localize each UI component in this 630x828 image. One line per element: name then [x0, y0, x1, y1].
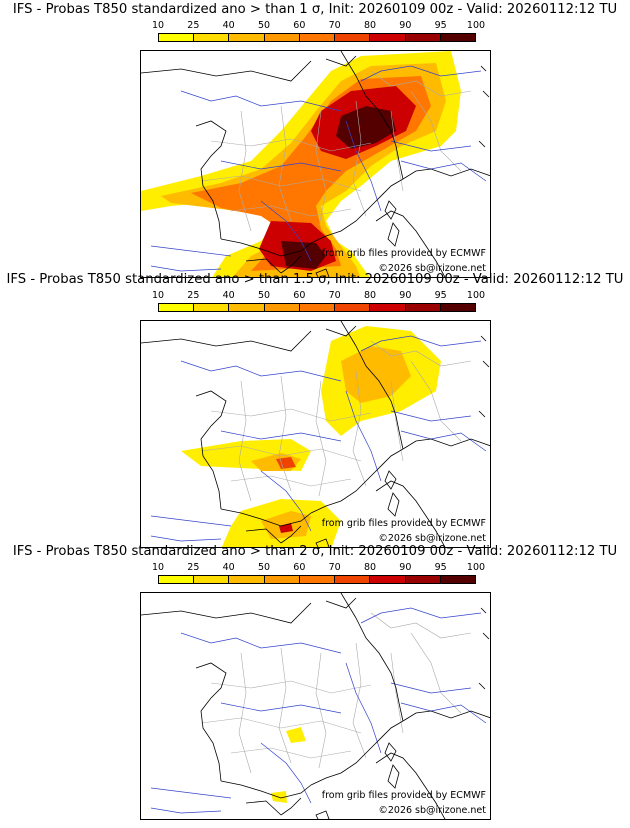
- probability-map: from grib files provided by ECMWF ©2026 …: [140, 592, 491, 820]
- colorbar-tick-label: 10: [151, 562, 165, 573]
- panel-title: IFS - Probas T850 standardized ano > tha…: [12, 544, 618, 559]
- colorbar-tick-label: 60: [293, 290, 306, 301]
- colorbar-tick-label: 25: [187, 20, 200, 31]
- colorbar-tick-label: 60: [293, 20, 306, 31]
- colorbar-segment: [264, 34, 300, 41]
- colorbar-segment: [194, 576, 230, 583]
- probability-map: from grib files provided by ECMWF ©2026 …: [140, 320, 491, 548]
- colorbar-tick-label: 100: [466, 20, 486, 31]
- colorbar-segment: [264, 304, 300, 311]
- colorbar-segment: [370, 304, 406, 311]
- colorbar-segment: [194, 34, 230, 41]
- colorbar-tick-label: 100: [466, 562, 486, 573]
- colorbar-tick-label: 60: [293, 562, 306, 573]
- colorbar-segment: [159, 34, 195, 41]
- colorbar-tick-label: 10: [151, 290, 165, 301]
- colorbar-segment: [440, 304, 475, 311]
- colorbar-segment: [229, 304, 265, 311]
- colorbar-tick-label: 80: [363, 20, 377, 31]
- colorbar-tick-label: 25: [187, 290, 200, 301]
- colorbar-segment: [440, 34, 475, 41]
- colorbar-segment: [370, 576, 406, 583]
- probability-fill: [181, 326, 441, 547]
- colorbar-tick-label: 70: [328, 290, 341, 301]
- panel-1: IFS - Probas T850 standardized ano > tha…: [0, 2, 630, 278]
- colorbar-tick-label: 80: [363, 562, 377, 573]
- colorbar-segment: [229, 576, 265, 583]
- colorbar-segment: [405, 304, 441, 311]
- colorbar-labels: 10 25 40 50 60 70 80 90 95 100: [152, 562, 485, 573]
- colorbar-segment: [299, 576, 336, 583]
- credit-source: from grib files provided by ECMWF: [321, 518, 486, 529]
- panel-3: IFS - Probas T850 standardized ano > tha…: [0, 544, 630, 820]
- probability-fill: [141, 51, 461, 277]
- colorbar-tick-label: 95: [434, 20, 447, 31]
- panel-title: IFS - Probas T850 standardized ano > tha…: [12, 2, 618, 17]
- colorbar-segment: [194, 304, 230, 311]
- colorbar-segment: [440, 576, 475, 583]
- colorbar-tick-label: 40: [222, 562, 235, 573]
- colorbar-tick-label: 25: [187, 562, 200, 573]
- colorbar-tick-label: 90: [399, 562, 412, 573]
- colorbar-segment: [299, 304, 336, 311]
- panel-2: IFS - Probas T850 standardized ano > tha…: [0, 272, 630, 548]
- colorbar-tick-label: 95: [434, 290, 447, 301]
- colorbar-segment: [335, 34, 371, 41]
- colorbar-tick-label: 95: [434, 562, 447, 573]
- probability-map: from grib files provided by ECMWF ©2026 …: [140, 50, 491, 278]
- colorbar-tick-label: 100: [466, 290, 486, 301]
- credit-copyright: ©2026 sb@irizone.net: [378, 263, 486, 274]
- colorbar-tick-label: 90: [399, 20, 412, 31]
- colorbar-segment: [370, 34, 406, 41]
- credit-copyright: ©2026 sb@irizone.net: [378, 805, 486, 816]
- colorbar-tick-label: 50: [257, 290, 271, 301]
- colorbar-segment: [405, 34, 441, 41]
- colorbar-tick-label: 90: [399, 290, 412, 301]
- colorbar-tick-label: 70: [328, 562, 341, 573]
- colorbar-tick-label: 40: [222, 20, 235, 31]
- colorbar: [158, 575, 476, 584]
- colorbar-tick-label: 50: [257, 20, 271, 31]
- probability-fill: [271, 727, 306, 803]
- colorbar: [158, 33, 476, 42]
- colorbar: [158, 303, 476, 312]
- colorbar-tick-label: 80: [363, 290, 377, 301]
- colorbar-segment: [335, 304, 371, 311]
- colorbar-tick-label: 40: [222, 290, 235, 301]
- panel-title: IFS - Probas T850 standardized ano > tha…: [6, 272, 624, 287]
- colorbar-tick-label: 50: [257, 562, 271, 573]
- colorbar-labels: 10 25 40 50 60 70 80 90 95 100: [152, 290, 485, 301]
- credit-source: from grib files provided by ECMWF: [321, 248, 486, 259]
- credit-copyright: ©2026 sb@irizone.net: [378, 533, 486, 544]
- colorbar-labels: 10 25 40 50 60 70 80 90 95 100: [152, 20, 485, 31]
- credit-source: from grib files provided by ECMWF: [321, 790, 486, 801]
- colorbar-segment: [229, 34, 265, 41]
- colorbar-segment: [405, 576, 441, 583]
- colorbar-tick-label: 10: [151, 20, 165, 31]
- colorbar-segment: [159, 304, 195, 311]
- colorbar-tick-label: 70: [328, 20, 341, 31]
- colorbar-segment: [264, 576, 300, 583]
- colorbar-segment: [159, 576, 195, 583]
- colorbar-segment: [299, 34, 336, 41]
- colorbar-segment: [335, 576, 371, 583]
